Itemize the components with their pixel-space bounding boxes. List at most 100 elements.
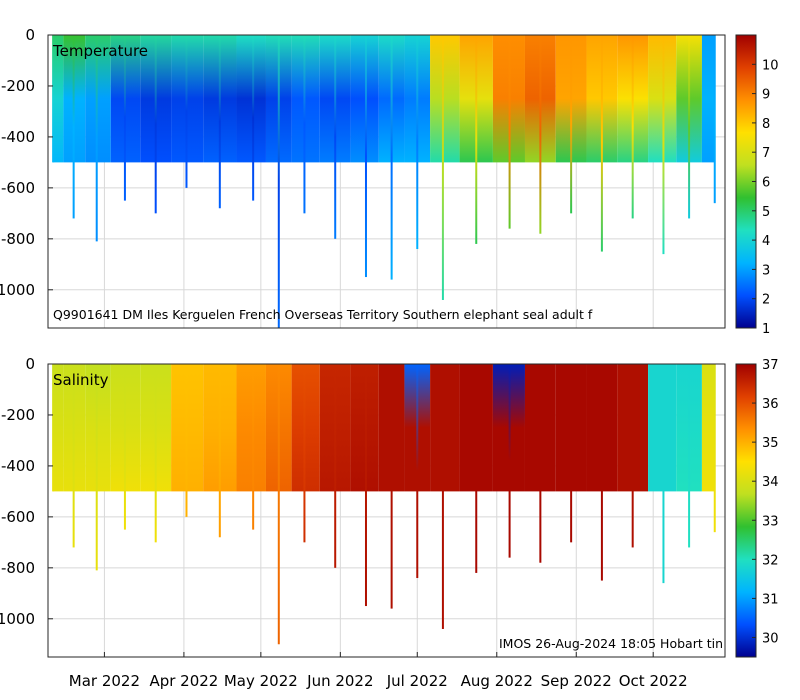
deep-dive-trace <box>662 35 665 255</box>
salinity-colorbar: 30 31 32 33 34 35 36 37 <box>735 358 779 658</box>
y-tick-label: -200 <box>1 406 35 424</box>
temperature-axes-frame <box>47 34 726 329</box>
salinity-y-axis: 0 -200 -400 -600 -800 -1000 <box>0 355 53 628</box>
deep-dive-trace <box>72 35 75 219</box>
deep-dive-trace <box>416 35 419 250</box>
y-tick-label: -400 <box>1 457 35 475</box>
x-tick-label: Aug 2022 <box>461 672 533 690</box>
imos-timestamp-annotation: IMOS 26-Aug-2024 18:05 Hobart tin <box>499 636 723 651</box>
deep-dive-trace <box>303 364 306 543</box>
colorbar-tick-label: 36 <box>762 397 779 412</box>
profile-column <box>430 364 460 492</box>
deep-dive-trace <box>508 35 511 229</box>
profile-column <box>701 364 715 492</box>
colorbar-gradient <box>735 363 757 658</box>
salinity-panel-title: Salinity <box>53 371 109 389</box>
deep-dive-trace <box>713 35 716 204</box>
deep-dive-trace <box>570 364 573 543</box>
salinity-panel: 0 -200 -400 -600 -800 -1000 Salinity IMOS 26-… <box>0 355 779 658</box>
colorbar-tick-label: 31 <box>762 592 779 607</box>
y-tick-label: -600 <box>1 179 35 197</box>
colorbar-tick-label: 34 <box>762 475 779 490</box>
deep-dive-trace <box>52 35 55 163</box>
deep-dive-trace <box>364 35 367 278</box>
colorbar-tick-label: 35 <box>762 436 779 451</box>
deep-dive-trace <box>123 364 126 530</box>
deep-dive-trace <box>539 364 542 563</box>
deep-dive-trace <box>252 35 255 201</box>
colorbar-tick-label: 9 <box>762 88 770 103</box>
deep-dive-trace <box>441 35 444 300</box>
deep-dive-trace <box>441 364 444 629</box>
y-tick-label: 0 <box>25 26 35 44</box>
y-tick-label: -1000 <box>0 610 35 628</box>
colorbar-tick-label: 6 <box>762 176 770 191</box>
deep-dive-trace <box>123 35 126 201</box>
x-tick-label: Oct 2022 <box>619 672 688 690</box>
colorbar-tick-label: 8 <box>762 117 770 132</box>
y-tick-label: -800 <box>1 230 35 248</box>
y-tick-label: -1000 <box>0 281 35 299</box>
profile-column <box>648 35 677 163</box>
deep-dive-trace <box>303 35 306 214</box>
colorbar-tick-label: 3 <box>762 263 770 278</box>
deep-dive-trace <box>713 364 716 533</box>
colorbar-tick-label: 33 <box>762 514 779 529</box>
profile-column <box>53 35 64 163</box>
profile-column <box>236 364 266 492</box>
deep-dive-trace <box>334 364 337 568</box>
deep-dive-trace <box>95 35 98 242</box>
profile-column <box>291 35 320 163</box>
deep-dive-trace <box>631 364 634 548</box>
x-tick-label: Jun 2022 <box>306 672 373 690</box>
temperature-profiles <box>52 35 716 328</box>
deep-dive-trace <box>688 364 691 548</box>
y-tick-label: -200 <box>1 77 35 95</box>
deep-dive-trace <box>631 35 634 219</box>
profile-column <box>701 35 715 163</box>
deep-dive-trace <box>688 35 691 219</box>
x-tick-label: Sep 2022 <box>541 672 612 690</box>
profile-column <box>85 364 111 492</box>
deep-dive-trace <box>508 364 511 558</box>
time-x-axis: Mar 2022 Apr 2022 May 2022 Jun 2022 Jul 2022… <box>69 652 688 690</box>
temperature-y-axis: 0 -200 -400 -600 -800 -1000 <box>0 26 53 299</box>
deep-dive-trace <box>662 364 665 584</box>
deep-dive-trace <box>185 364 188 517</box>
deep-dive-trace <box>475 35 478 244</box>
deep-dive-trace <box>218 35 221 209</box>
profile-column <box>85 35 111 163</box>
profile-column <box>53 364 64 492</box>
x-tick-label: Jul 2022 <box>386 672 448 690</box>
temperature-colorbar: 1 2 3 4 5 6 7 8 9 10 <box>735 34 779 337</box>
deep-dive-trace <box>390 35 393 280</box>
deployment-annotation: Q9901641 DM Iles Kerguelen French Overse… <box>53 307 593 322</box>
profile-column <box>291 364 320 492</box>
colorbar-tick-label: 10 <box>762 58 779 73</box>
deep-dive-trace <box>277 364 280 645</box>
deep-dive-trace <box>475 364 478 573</box>
profile-column <box>350 364 379 492</box>
colorbar-tick-label: 7 <box>762 146 770 161</box>
salinity-axes-frame <box>47 363 726 658</box>
colorbar-tick-label: 2 <box>762 293 770 308</box>
colorbar-tick-label: 37 <box>762 358 779 373</box>
deep-dive-trace <box>539 35 542 234</box>
deep-dive-trace <box>600 364 603 581</box>
deep-dive-trace <box>277 35 280 328</box>
x-tick-label: May 2022 <box>224 672 298 690</box>
deep-dive-trace <box>570 35 573 214</box>
deep-dive-trace <box>390 364 393 609</box>
deep-dive-trace <box>218 364 221 538</box>
colorbar-tick-label: 5 <box>762 205 770 220</box>
colorbar-tick-label: 32 <box>762 553 779 568</box>
deep-dive-trace <box>72 364 75 548</box>
y-tick-label: -400 <box>1 128 35 146</box>
profile-column <box>430 35 460 163</box>
colorbar-tick-label: 30 <box>762 631 779 646</box>
deep-dive-trace <box>185 35 188 188</box>
profile-column <box>350 35 379 163</box>
deep-dive-trace <box>154 364 157 543</box>
x-tick-label: Mar 2022 <box>69 672 140 690</box>
deep-dive-trace <box>154 35 157 214</box>
